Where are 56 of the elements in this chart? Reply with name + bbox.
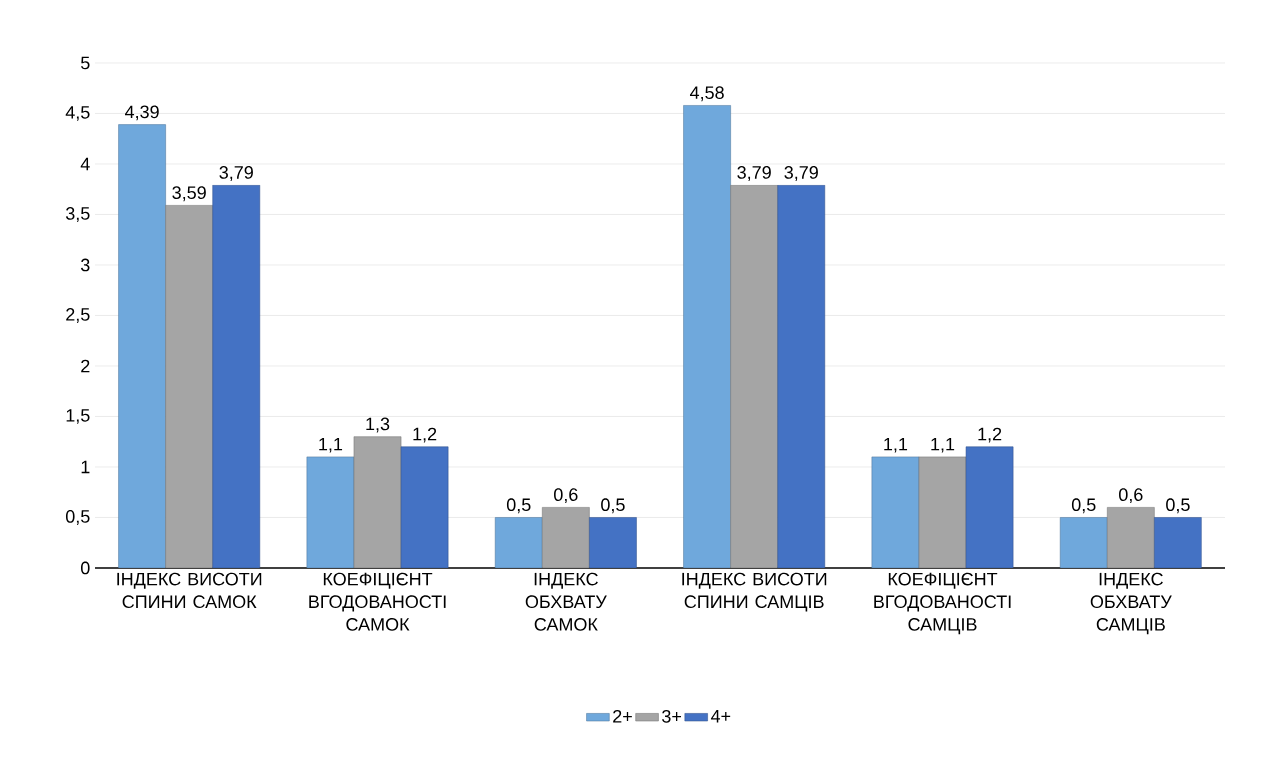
x-tick-label: ІНДЕКС ОБХВАТУ САМЦІВ [1090, 572, 1172, 635]
bar [965, 446, 1014, 568]
data-label: 3,79 [219, 166, 253, 181]
y-tick-label: 0 [81, 561, 90, 575]
data-label: 1,3 [366, 417, 390, 433]
data-label: 0,5 [1166, 498, 1190, 514]
legend-label: 4+ [710, 710, 731, 723]
data-label: 4,58 [689, 86, 724, 102]
x-tick-label: КОЕФІЦІЄНТ ВГОДОВАНОСТІ САМЦІВ [874, 572, 1011, 635]
bar [494, 517, 543, 568]
bar [871, 456, 920, 568]
bar [118, 124, 166, 568]
bar [589, 517, 637, 568]
data-label: 0,6 [1119, 488, 1143, 504]
data-label: 4,39 [124, 105, 159, 121]
y-tick-label: 4,5 [65, 106, 90, 121]
x-tick-label: КОЕФІЦІЄНТ ВГОДОВАНОСТІ САМОК [309, 572, 446, 631]
y-tick-label: 1,5 [66, 409, 90, 424]
y-tick-label: 0,5 [65, 510, 90, 525]
x-tick-label: ІНДЕКС ВИСОТИ СПИНИ САМЦІВ [682, 572, 827, 612]
y-tick-label: 3,5 [65, 207, 90, 222]
y-tick-label: 2 [81, 359, 90, 373]
bar [777, 184, 826, 568]
y-tick-label: 5 [81, 56, 90, 70]
data-label: 1,2 [413, 427, 437, 443]
y-tick-label: 2,5 [66, 308, 90, 323]
bar [400, 446, 449, 568]
y-tick-label: 4 [80, 157, 90, 171]
bar [306, 456, 355, 568]
data-label: 0,5 [1071, 498, 1096, 514]
bar [542, 507, 590, 568]
legend-label: 3+ [662, 709, 682, 723]
x-tick-label: ІНДЕКС ОБХВАТУ САМОК [525, 572, 607, 631]
data-label: 0,5 [506, 498, 531, 514]
data-label: 3,79 [784, 166, 818, 181]
bar [1059, 517, 1108, 568]
data-label: 0,5 [601, 498, 625, 514]
bar [918, 456, 967, 568]
legend-label: 2+ [613, 709, 632, 723]
y-tick-label: 3 [80, 258, 90, 272]
bar [1154, 517, 1202, 568]
data-label: 3,59 [172, 186, 206, 202]
data-label: 1,1 [884, 437, 908, 453]
x-tick-label: ІНДЕКС ВИСОТИ СПИНИ САМОК [117, 572, 262, 609]
data-label: 1,1 [931, 437, 955, 453]
bar [683, 105, 731, 568]
y-tick-label: 1 [81, 460, 90, 474]
bar [353, 436, 402, 568]
bar [165, 205, 213, 568]
data-label: 3,79 [737, 166, 771, 181]
bar [1107, 507, 1155, 568]
data-label: 1,1 [319, 437, 343, 453]
bar [212, 184, 261, 568]
data-label: 1,2 [978, 427, 1002, 443]
data-label: 0,6 [554, 488, 578, 504]
bar [730, 184, 778, 568]
